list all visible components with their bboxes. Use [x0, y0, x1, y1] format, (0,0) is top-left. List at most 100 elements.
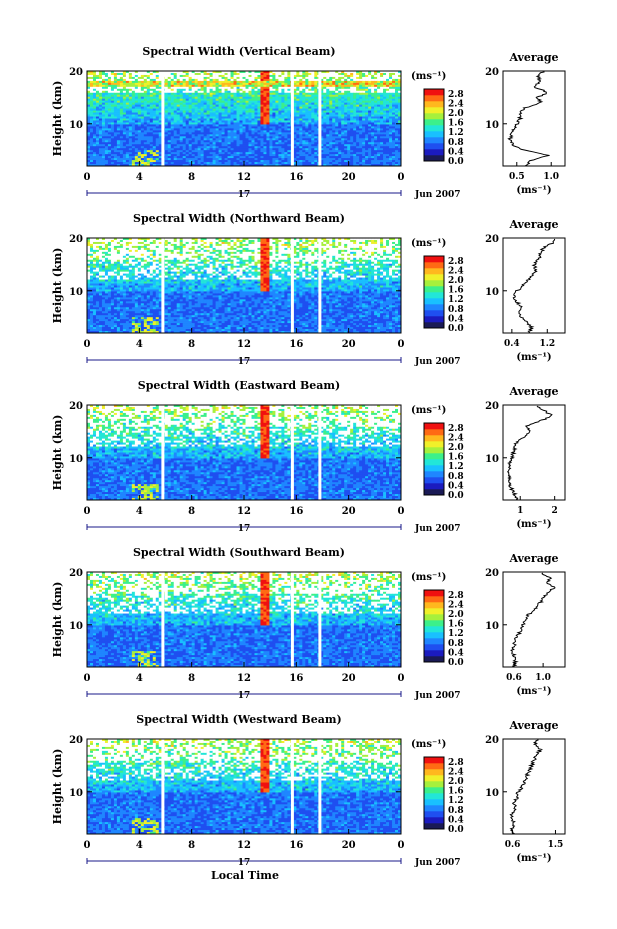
heatmap-cell: [149, 104, 154, 107]
heatmap-cell: [263, 148, 267, 151]
heatmap-cell: [302, 142, 306, 145]
heatmap-cell: [116, 140, 121, 143]
heatmap-cell: [305, 136, 309, 139]
heatmap-cell: [308, 144, 312, 147]
heatmap-cell: [134, 100, 139, 103]
heatmap-cell: [92, 86, 97, 90]
heatmap-cell: [146, 138, 151, 141]
heatmap-cell: [269, 80, 273, 84]
heatmap-cell: [236, 98, 240, 101]
heatmap-cell: [188, 78, 192, 82]
heatmap-cell: [131, 116, 136, 119]
heatmap-cell: [266, 92, 270, 96]
heatmap-cell: [158, 140, 163, 143]
heatmap-cell: [92, 148, 97, 151]
heatmap-cell: [113, 108, 118, 111]
heatmap-cell: [239, 124, 243, 127]
heatmap-cell: [89, 140, 94, 143]
heatmap-cell: [107, 84, 112, 88]
heatmap-cell: [356, 132, 360, 135]
heatmap-cell: [167, 146, 172, 149]
heatmap-cell: [278, 78, 282, 82]
heatmap-cell: [101, 102, 106, 105]
heatmap-cell: [176, 146, 180, 149]
heatmap-cell: [251, 150, 255, 153]
heatmap-cell: [302, 146, 306, 149]
heatmap-cell: [170, 71, 175, 74]
heatmap-cell: [335, 132, 339, 135]
heatmap-cell: [185, 144, 189, 147]
heatmap-cell: [131, 118, 136, 121]
heatmap-cell: [104, 146, 109, 149]
heatmap-cell: [326, 134, 330, 137]
heatmap-cell: [143, 134, 148, 137]
heatmap-cell: [170, 86, 175, 90]
heatmap-cell: [293, 90, 297, 94]
heatmap-cell: [347, 86, 351, 90]
heatmap-cell: [398, 88, 401, 92]
heatmap-cell: [245, 132, 249, 135]
heatmap-cell: [155, 162, 160, 165]
heatmap-cell: [398, 116, 401, 119]
heatmap-cell: [371, 74, 375, 78]
heatmap-cell: [242, 98, 246, 101]
heatmap-cell: [239, 96, 243, 100]
heatmap-cell: [383, 126, 387, 129]
heatmap-cell: [353, 148, 357, 151]
heatmap-cell: [125, 86, 130, 90]
heatmap-cell: [281, 74, 285, 78]
heatmap-cell: [251, 78, 255, 82]
heatmap-cell: [257, 152, 261, 155]
heatmap-cell: [89, 78, 94, 82]
heatmap-cell: [164, 110, 169, 113]
heatmap-cell: [302, 160, 306, 163]
heatmap-cell: [179, 152, 183, 155]
heatmap-cell: [356, 82, 360, 86]
heatmap-cell: [260, 82, 264, 86]
heatmap-cell: [179, 154, 183, 157]
heatmap-cell: [380, 154, 384, 157]
heatmap-cell: [140, 116, 145, 119]
heatmap-cell: [320, 154, 324, 157]
heatmap-cell: [176, 92, 180, 96]
heatmap-cell: [314, 116, 318, 119]
heatmap-cell: [194, 76, 198, 80]
heatmap-cell: [251, 148, 255, 151]
heatmap-cell: [398, 162, 401, 165]
heatmap-cell: [203, 130, 207, 133]
heatmap-cell: [155, 82, 160, 86]
heatmap-cell: [152, 92, 157, 96]
heatmap-cell: [260, 106, 264, 109]
heatmap-cell: [245, 90, 249, 94]
heatmap-cell: [281, 102, 285, 105]
heatmap-cell: [311, 144, 315, 147]
heatmap-cell: [371, 126, 375, 129]
heatmap-cell: [287, 100, 291, 103]
heatmap-cell: [230, 128, 234, 131]
heatmap-cell: [110, 104, 115, 107]
heatmap-cell: [338, 144, 342, 147]
heatmap-cell: [320, 104, 324, 107]
heatmap-cell: [323, 158, 327, 161]
heatmap-cell: [89, 118, 94, 121]
heatmap-cell: [341, 118, 345, 121]
heatmap-cell: [239, 130, 243, 133]
heatmap-cell: [284, 158, 288, 161]
heatmap-cell: [332, 138, 336, 141]
heatmap-cell: [293, 80, 297, 84]
heatmap-cell: [251, 108, 255, 111]
heatmap-cell: [248, 164, 252, 166]
heatmap-cell: [194, 116, 198, 119]
heatmap-cell: [305, 86, 309, 90]
heatmap-cell: [194, 102, 198, 105]
heatmap-cell: [185, 108, 189, 111]
heatmap-cell: [242, 126, 246, 129]
heatmap-cell: [389, 96, 393, 100]
heatmap-cell: [218, 108, 222, 111]
heatmap-cell: [257, 134, 261, 137]
heatmap-cell: [119, 132, 124, 135]
heatmap-cell: [251, 130, 255, 133]
heatmap-cell: [332, 132, 336, 135]
heatmap-cell: [386, 94, 390, 98]
heatmap-cell: [146, 156, 151, 159]
